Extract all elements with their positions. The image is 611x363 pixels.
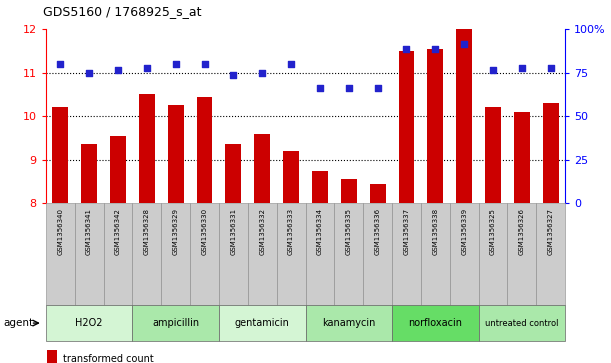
Bar <box>190 203 219 305</box>
Bar <box>110 136 126 203</box>
Text: GSM1356331: GSM1356331 <box>230 208 236 256</box>
Bar <box>48 350 56 363</box>
Bar <box>277 203 306 305</box>
Bar <box>334 203 363 305</box>
Bar <box>392 305 478 341</box>
Bar <box>139 94 155 203</box>
Bar <box>392 203 421 305</box>
Point <box>344 85 354 91</box>
Bar <box>168 105 183 203</box>
Point <box>142 65 152 71</box>
Bar <box>478 203 508 305</box>
Bar <box>197 97 213 203</box>
Bar <box>341 179 357 203</box>
Text: GSM1356332: GSM1356332 <box>259 208 265 255</box>
Text: GSM1356339: GSM1356339 <box>461 208 467 256</box>
Point <box>430 46 440 52</box>
Text: GSM1356342: GSM1356342 <box>115 208 121 255</box>
Point <box>56 61 65 67</box>
Bar <box>161 203 190 305</box>
Point <box>257 70 267 76</box>
Bar <box>306 203 334 305</box>
Bar <box>536 203 565 305</box>
Bar <box>219 305 306 341</box>
Bar <box>248 203 277 305</box>
Bar <box>478 305 565 341</box>
Bar <box>46 305 133 341</box>
Bar <box>53 107 68 203</box>
Bar <box>312 171 328 203</box>
Text: GSM1356338: GSM1356338 <box>433 208 438 256</box>
Text: H2O2: H2O2 <box>75 318 103 328</box>
Text: GSM1356329: GSM1356329 <box>173 208 178 255</box>
Bar <box>103 203 133 305</box>
Text: GSM1356325: GSM1356325 <box>490 208 496 255</box>
Bar <box>75 203 103 305</box>
Point <box>113 68 123 73</box>
Text: ampicillin: ampicillin <box>152 318 199 328</box>
Bar <box>46 203 75 305</box>
Bar <box>363 203 392 305</box>
Text: GSM1356337: GSM1356337 <box>403 208 409 256</box>
Bar <box>254 134 270 203</box>
Text: kanamycin: kanamycin <box>322 318 376 328</box>
Bar <box>370 184 386 203</box>
Point <box>401 46 411 52</box>
Point <box>488 68 498 73</box>
Point <box>286 61 296 67</box>
Bar <box>81 144 97 203</box>
Text: GSM1356330: GSM1356330 <box>202 208 208 256</box>
Bar <box>225 144 241 203</box>
Text: untreated control: untreated control <box>485 319 558 327</box>
Bar <box>219 203 248 305</box>
Bar <box>514 112 530 203</box>
Bar <box>398 51 414 203</box>
Text: GSM1356335: GSM1356335 <box>346 208 352 255</box>
Text: GSM1356336: GSM1356336 <box>375 208 381 256</box>
Bar <box>133 305 219 341</box>
Point <box>459 41 469 47</box>
Bar <box>543 103 558 203</box>
Text: GSM1356326: GSM1356326 <box>519 208 525 255</box>
Bar <box>450 203 478 305</box>
Bar <box>306 305 392 341</box>
Text: GSM1356341: GSM1356341 <box>86 208 92 255</box>
Point <box>229 72 238 78</box>
Point <box>315 85 325 91</box>
Text: GDS5160 / 1768925_s_at: GDS5160 / 1768925_s_at <box>43 5 201 18</box>
Bar <box>508 203 536 305</box>
Text: agent: agent <box>3 318 33 328</box>
Text: norfloxacin: norfloxacin <box>408 318 463 328</box>
Text: GSM1356333: GSM1356333 <box>288 208 294 256</box>
Bar <box>421 203 450 305</box>
Bar <box>133 203 161 305</box>
Text: transformed count: transformed count <box>63 354 153 363</box>
Point <box>546 65 555 71</box>
Point <box>373 85 382 91</box>
Text: GSM1356327: GSM1356327 <box>547 208 554 255</box>
Bar <box>485 107 501 203</box>
Point <box>517 65 527 71</box>
Text: GSM1356334: GSM1356334 <box>317 208 323 255</box>
Text: gentamicin: gentamicin <box>235 318 290 328</box>
Text: GSM1356340: GSM1356340 <box>57 208 64 255</box>
Text: GSM1356328: GSM1356328 <box>144 208 150 255</box>
Point <box>200 61 210 67</box>
Bar <box>456 29 472 203</box>
Bar <box>283 151 299 203</box>
Point <box>84 70 94 76</box>
Bar <box>428 49 443 203</box>
Point <box>170 61 181 67</box>
